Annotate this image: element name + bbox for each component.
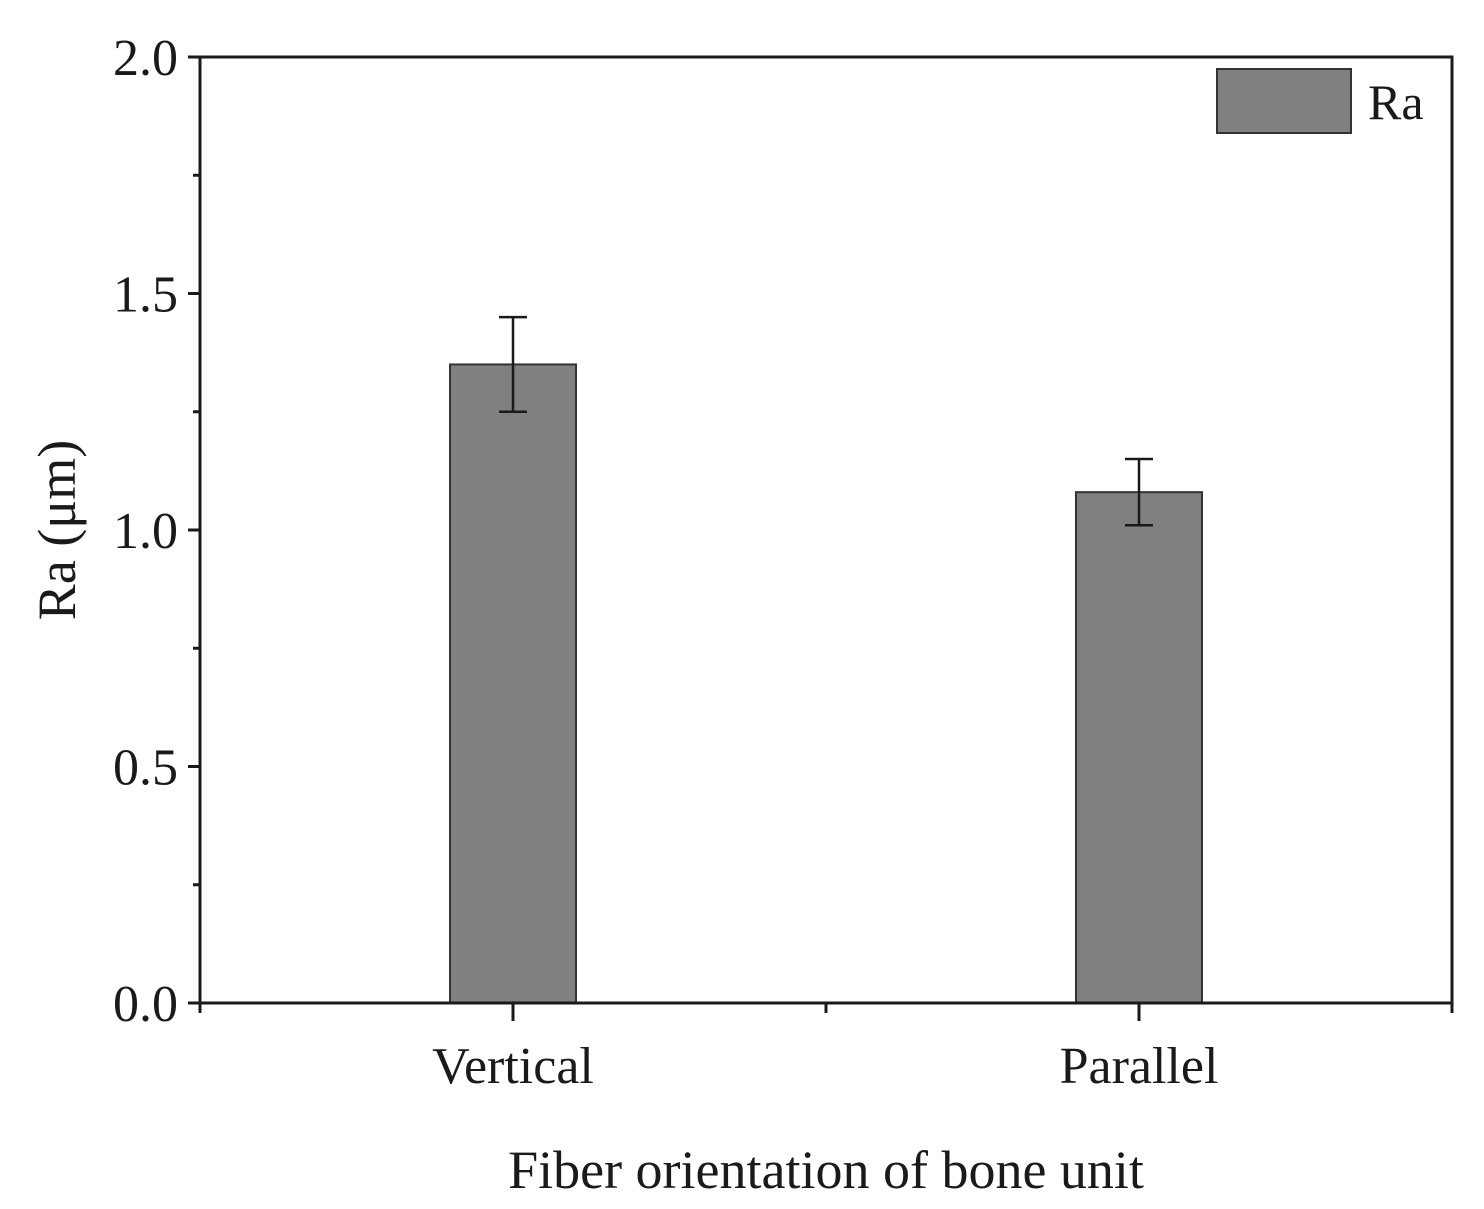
x-axis-title: Fiber orientation of bone unit [508, 1140, 1144, 1200]
plot-area [449, 315, 1203, 1004]
y-tick-label: 2.0 [113, 30, 178, 87]
y-tick-label: 1.5 [113, 267, 178, 324]
y-axis: 0.0 0.5 1.0 1.5 2.0 [113, 30, 200, 1033]
legend: Ra [1216, 68, 1424, 134]
bar [449, 363, 577, 1004]
y-tick-label: 1.0 [113, 503, 178, 560]
x-tick-label: Vertical [432, 1038, 594, 1095]
legend-swatch [1216, 68, 1352, 134]
y-tick-label: 0.0 [113, 976, 178, 1033]
x-axis: Vertical Parallel [198, 1003, 1454, 1095]
y-tick-label: 0.5 [113, 740, 178, 797]
x-tick-label: Parallel [1060, 1038, 1219, 1095]
bar [1075, 491, 1203, 1004]
legend-label: Ra [1368, 74, 1424, 130]
y-axis-title: Ra (μm) [27, 440, 87, 620]
plot-frame [198, 55, 1454, 1005]
